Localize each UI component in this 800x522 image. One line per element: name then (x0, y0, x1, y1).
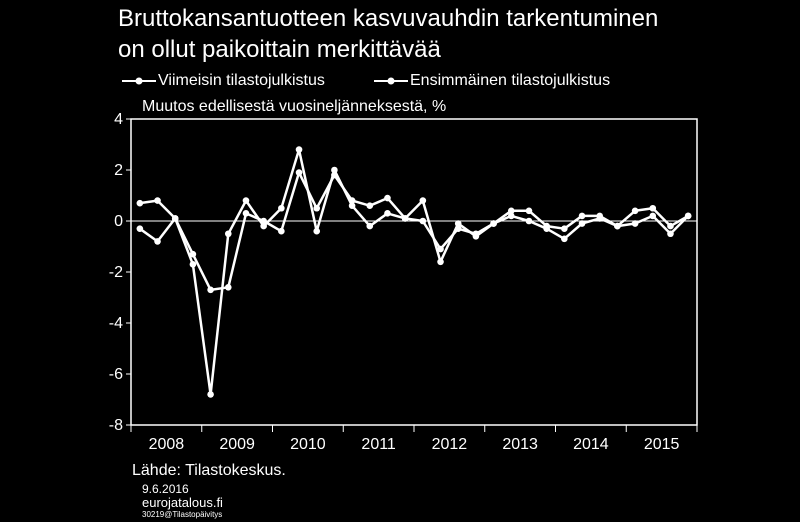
series-2-point (331, 171, 338, 179)
series-1-point (207, 391, 214, 398)
x-tick-label: 2012 (432, 436, 468, 453)
y-tick-label: 4 (114, 111, 123, 128)
series-1-point (189, 261, 197, 268)
series-2-point (260, 217, 267, 225)
series-2-point (684, 212, 692, 220)
series-1-point (313, 227, 321, 235)
y-tick-label: -6 (109, 366, 123, 383)
legend-label-series-2: Ensimmäinen tilastojulkistus (410, 72, 611, 89)
site-name: eurojatalous.fi (142, 495, 223, 510)
series-1-point (384, 210, 391, 217)
series-1-point (437, 258, 444, 266)
y-tick-label: 0 (114, 213, 123, 230)
chart-title-line1: Bruttokansantuotteen kasvuvauhdin tarken… (118, 5, 659, 32)
series-1-point (419, 197, 427, 204)
series-1-point (348, 202, 356, 209)
series-1-point (242, 197, 250, 204)
series-2-point (154, 197, 161, 204)
series-line-1 (139, 148, 690, 396)
y-axis-label: Muutos edellisestä vuosineljänneksestä, … (142, 98, 447, 115)
series-2-point (313, 204, 321, 212)
series-1-point (331, 166, 338, 174)
x-tick-label: 2013 (502, 436, 538, 453)
series-2-point (596, 212, 604, 220)
series-2-point (649, 204, 657, 212)
series-2-point (472, 230, 480, 238)
plot-frame (130, 118, 698, 426)
source-note: Lähde: Tilastokeskus. (132, 462, 286, 479)
chart-title: Bruttokansantuotteen kasvuvauhdin tarken… (118, 3, 788, 65)
series-1-point (649, 212, 657, 220)
series-1-point (667, 230, 674, 238)
series-2-point (366, 202, 374, 209)
legend-marker-series-2 (374, 77, 408, 85)
series-2-point (242, 210, 250, 217)
series-1-point (154, 238, 161, 245)
series-1-point (507, 212, 515, 220)
series-1-point (631, 220, 639, 227)
x-tick-label: 2015 (644, 436, 680, 453)
series-2-point (578, 212, 586, 220)
series-1-point (278, 204, 285, 212)
series-2-point (295, 169, 303, 176)
x-tick-label: 2009 (219, 436, 255, 453)
legend-label-series-1: Viimeisin tilastojulkistus (158, 72, 325, 89)
chart-title-line2: on ollut paikoittain merkittävää (118, 36, 441, 63)
x-tick-label: 2008 (149, 436, 185, 453)
series-1-point (224, 230, 232, 238)
series-2-point (384, 194, 391, 202)
series-2-point (348, 197, 356, 204)
series-1-point (454, 220, 462, 227)
series-2-point (207, 286, 214, 294)
x-tick-label: 2011 (361, 436, 396, 453)
series-2-point (454, 225, 462, 232)
series-2-point (507, 207, 515, 215)
series-1-point (561, 235, 568, 243)
series-2-point (543, 222, 550, 230)
x-tick-label: 2014 (573, 436, 609, 453)
series-1-point (295, 146, 303, 153)
series-2-point (437, 245, 444, 253)
series-2-point (189, 250, 197, 258)
series-2-point (614, 222, 621, 230)
chart-code: 30219@Tilastopäivitys (142, 510, 223, 519)
series-1-point (366, 222, 374, 230)
series-2-point (224, 284, 232, 291)
y-tick-label: 2 (114, 162, 123, 179)
series-2-point (490, 220, 497, 227)
series-2-point (171, 215, 179, 222)
series-2-point (278, 227, 285, 235)
series-2-point (561, 225, 568, 232)
series-2-point (419, 217, 427, 225)
series-2-point (631, 207, 639, 215)
series-1-point (578, 220, 586, 227)
series-1-point (525, 217, 533, 225)
series-2-point (667, 222, 674, 230)
series-2-point (136, 199, 144, 207)
y-tick-label: -2 (109, 264, 123, 281)
y-tick-label: -8 (109, 417, 123, 434)
series-1-point (136, 225, 144, 232)
series-2-point (525, 207, 533, 215)
series-1-point (260, 222, 267, 230)
legend-marker-series-1 (122, 77, 156, 85)
series-2-point (401, 215, 409, 222)
publish-date: 9.6.2016 (142, 482, 189, 496)
y-tick-label: -4 (109, 315, 123, 332)
series-line-2 (139, 171, 689, 292)
x-tick-label: 2010 (290, 436, 326, 453)
